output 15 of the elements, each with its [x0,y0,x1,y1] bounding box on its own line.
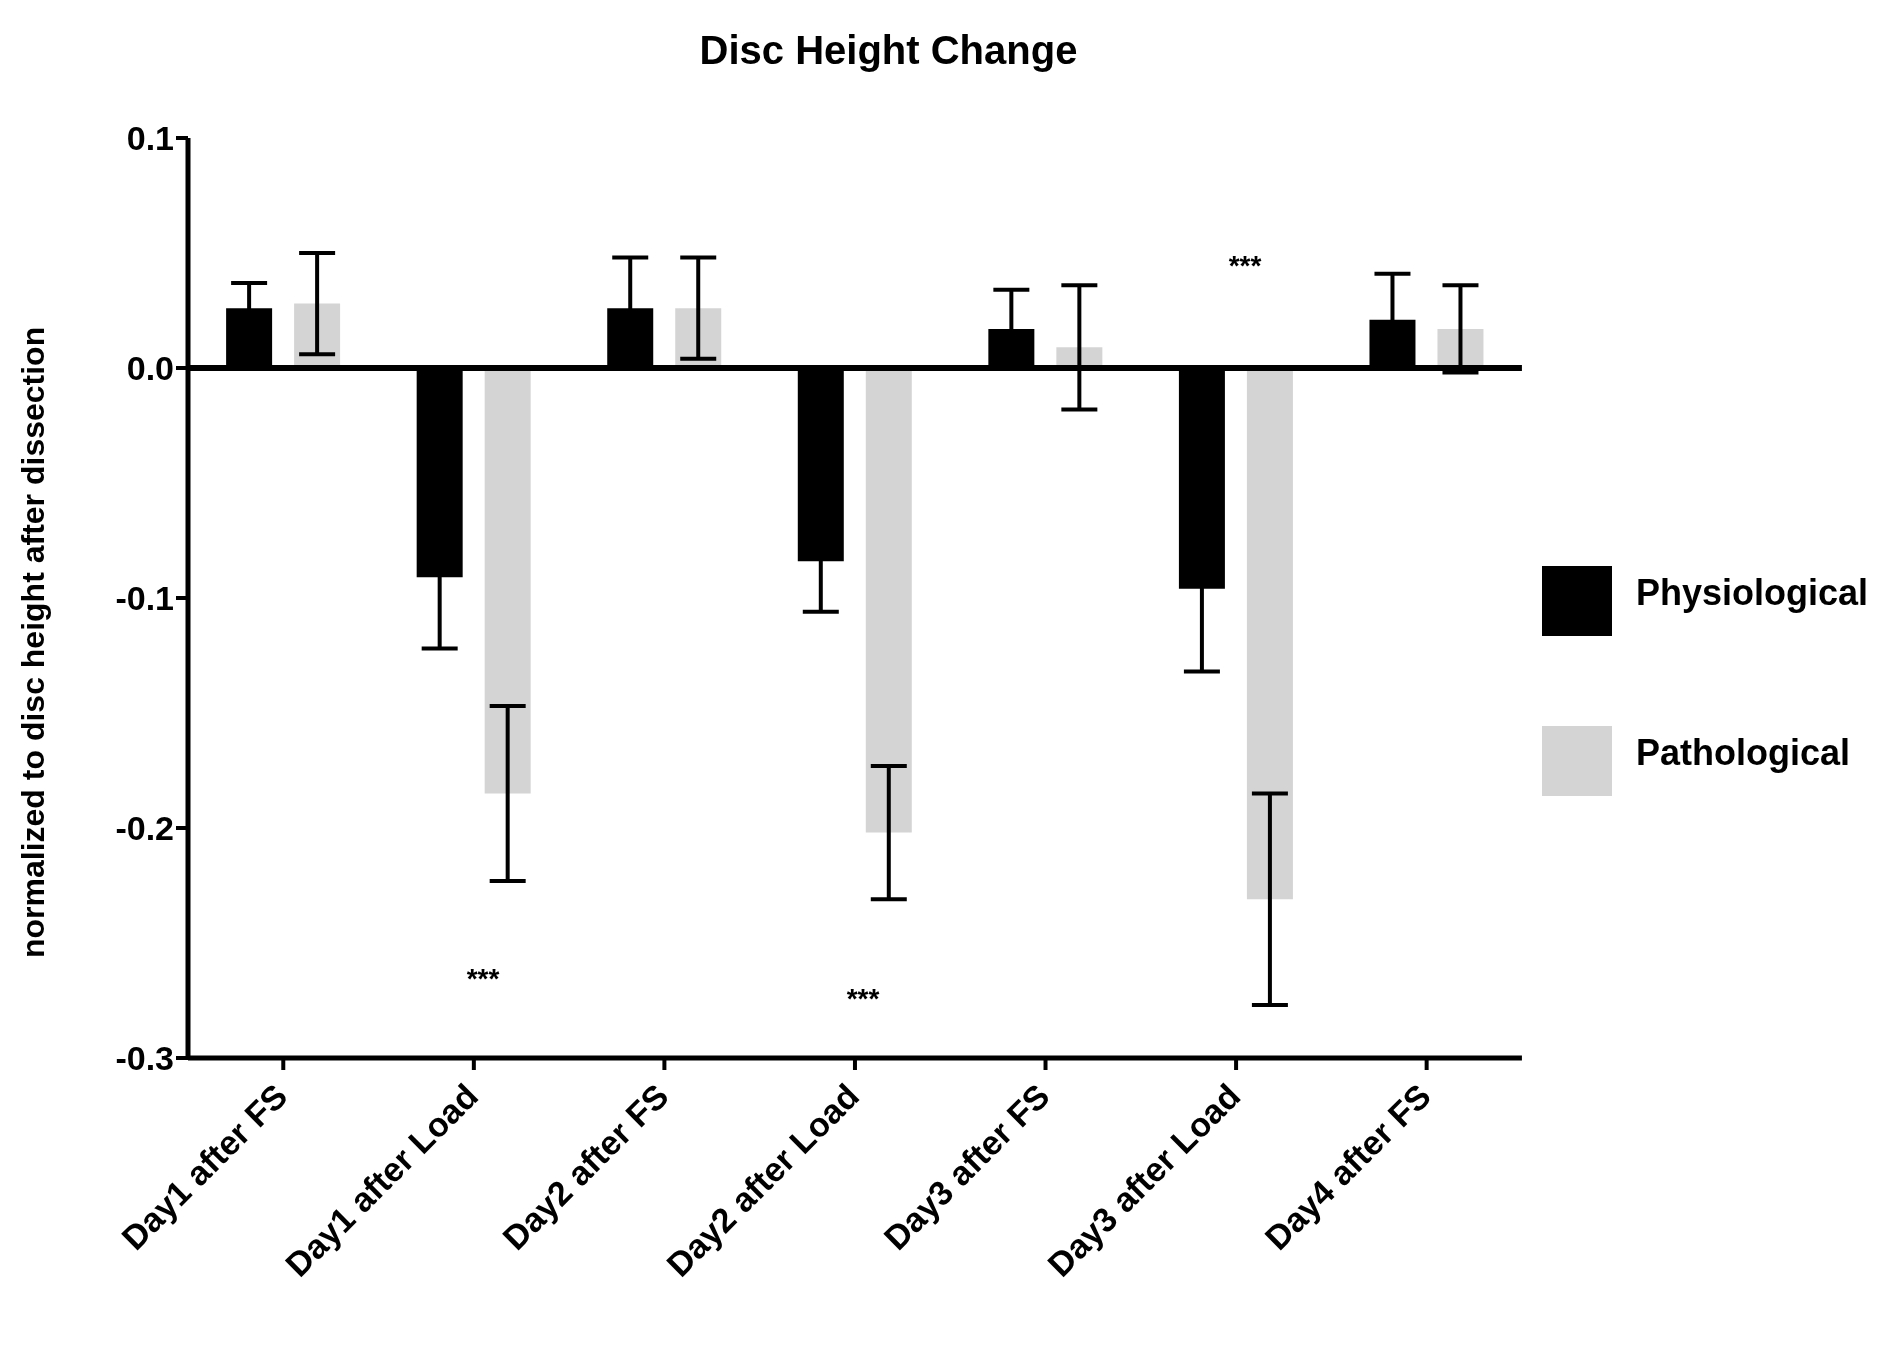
y-axis-title: normalized to disc height after dissection [15,326,52,958]
bar [1246,368,1293,900]
legend-label: Physiological [1635,572,1868,613]
y-tick-label: -0.2 [115,809,174,848]
y-tick-label: 0.1 [126,119,174,158]
y-tick-label: 0.0 [126,349,174,388]
annotation: *** [845,983,881,1015]
bar [484,368,531,794]
annotation: *** [465,963,501,995]
bar [865,368,912,833]
y-tick-label: -0.3 [115,1039,174,1078]
legend-label: Pathological [1635,732,1850,773]
chart-title: Disc Height Change [698,28,1079,73]
annotation: *** [1227,250,1263,282]
y-tick-label: -0.1 [115,579,174,618]
